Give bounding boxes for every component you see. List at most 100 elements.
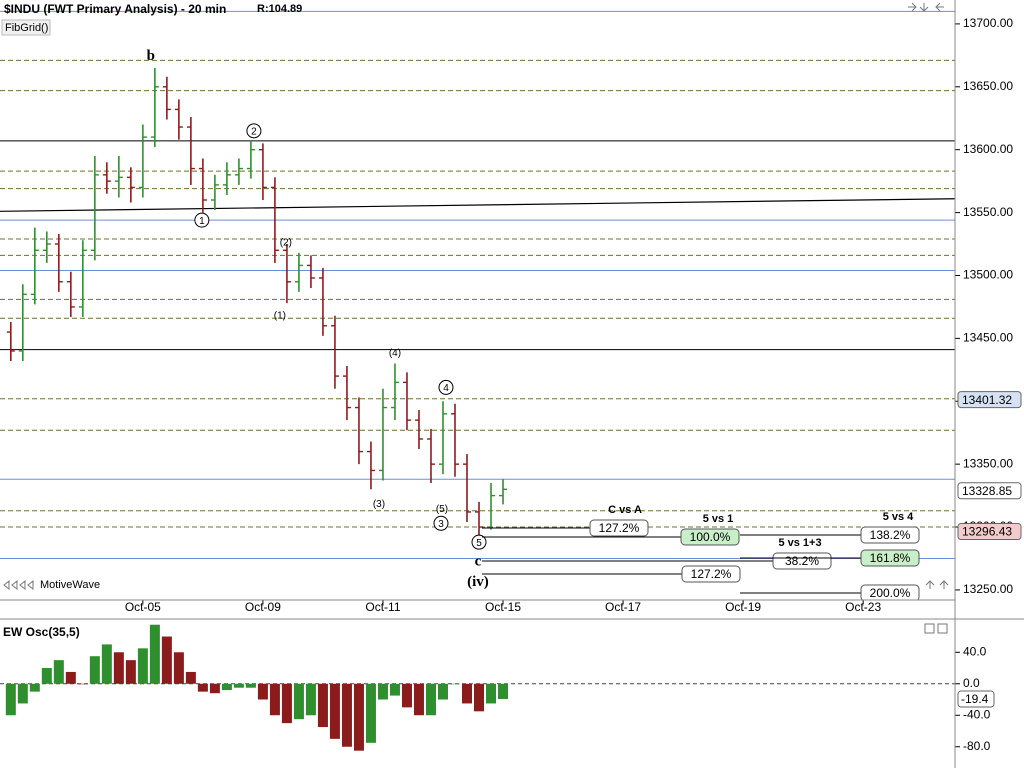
y-tick-label: -40.0 <box>963 707 991 721</box>
panel-button[interactable] <box>937 623 948 634</box>
wave-label: (5) <box>436 504 448 515</box>
osc-bar <box>221 683 232 691</box>
wave-circle <box>438 379 454 395</box>
price-marker-label: 13328.85 <box>962 484 1012 498</box>
y-tick-label: -80.0 <box>963 739 991 753</box>
projection-box <box>772 552 832 570</box>
scroll-icons[interactable] <box>925 580 949 589</box>
x-tick-label: Oct-17 <box>605 600 641 614</box>
osc-marker <box>957 690 995 708</box>
brand-icon <box>3 579 34 591</box>
y-tick-label: 13350.00 <box>963 456 1013 470</box>
wave-label: b <box>147 48 155 64</box>
projection-box <box>680 528 740 546</box>
osc-bar <box>125 660 136 684</box>
chart-title: $INDU (FWT Primary Analysis) - 20 min <box>4 2 226 16</box>
wave-circle <box>194 212 210 228</box>
wave-circle <box>471 534 487 550</box>
osc-bar <box>486 683 497 704</box>
trendline <box>0 198 955 212</box>
y-tick-label: 13250.00 <box>963 582 1013 596</box>
osc-bar <box>17 683 28 704</box>
osc-bar <box>341 683 352 747</box>
osc-bar <box>89 656 100 684</box>
osc-bar <box>269 683 280 716</box>
wave-label: c <box>475 554 482 570</box>
osc-bar <box>401 683 412 708</box>
x-tick-label: Oct-09 <box>245 600 281 614</box>
osc-bar <box>137 648 148 684</box>
y-tick-label: 0.0 <box>963 676 980 690</box>
y-tick-label: 13450.00 <box>963 331 1013 345</box>
osc-bar <box>5 683 16 716</box>
osc-panel <box>0 624 955 751</box>
projection-box <box>860 584 920 600</box>
osc-bar <box>461 683 472 704</box>
wave-label: (4) <box>389 348 401 359</box>
y-tick-label: 40.0 <box>963 644 987 658</box>
y-tick-label: 13600.00 <box>963 142 1013 156</box>
axes: 13250.0013300.0013350.0013400.0013450.00… <box>125 16 1022 753</box>
projection-box <box>860 549 920 567</box>
projection-label: 38.2% <box>785 554 819 568</box>
x-tick-label: Oct-15 <box>485 600 521 614</box>
osc-bar <box>317 683 328 728</box>
panel-button[interactable] <box>924 623 935 634</box>
range-label: R:104.89 <box>257 3 302 15</box>
osc-bar <box>209 683 220 694</box>
projection-box <box>860 526 920 544</box>
price-marker-label: 13401.32 <box>962 393 1012 407</box>
projection-label: 138.2% <box>870 528 911 542</box>
price-marker <box>957 482 1022 500</box>
osc-bar <box>185 671 196 684</box>
osc-bar <box>353 683 364 751</box>
projection-title: 5 vs 1 <box>703 513 734 525</box>
projection-title: C vs A <box>608 504 642 516</box>
wave-circle <box>433 515 449 531</box>
x-tick-label: Oct-19 <box>725 600 761 614</box>
osc-bar <box>245 683 256 688</box>
osc-bar <box>365 683 376 743</box>
price-marker-label: 13296.43 <box>962 525 1012 539</box>
osc-bar <box>449 683 460 685</box>
osc-bar <box>281 683 292 724</box>
osc-bar <box>41 668 52 684</box>
wave-label: 4 <box>443 383 449 394</box>
price-panel: b 2 1 (2) (1) (4) 4 (3) (5) 3 5 c (iv) C vs A 127.2% 5 … <box>0 10 955 600</box>
wave-label: (3) <box>373 499 385 510</box>
osc-bar <box>377 683 388 700</box>
osc-bar <box>474 683 485 712</box>
projection-box <box>589 519 649 537</box>
x-tick-label: Oct-05 <box>125 600 161 614</box>
osc-bar <box>149 624 160 684</box>
osc-bar <box>329 683 340 739</box>
study-label[interactable]: FibGrid() <box>5 22 48 34</box>
osc-bar <box>173 652 184 684</box>
wave-label: 2 <box>251 126 257 137</box>
osc-bar <box>305 683 316 716</box>
osc-bar <box>389 683 400 696</box>
osc-bar <box>161 636 172 684</box>
brand: MotiveWave <box>40 579 100 591</box>
osc-bar <box>498 683 509 700</box>
wave-label: (2) <box>280 237 292 248</box>
x-tick-label: Oct-23 <box>845 600 881 614</box>
osc-bar <box>29 683 40 692</box>
osc-bar <box>53 660 64 684</box>
wave-label: 5 <box>476 538 482 549</box>
osc-bar <box>113 652 124 684</box>
wave-label: 1 <box>199 216 205 227</box>
wave-circle <box>246 123 262 139</box>
projection-box <box>681 565 741 583</box>
osc-bar <box>101 644 112 684</box>
study-box[interactable] <box>1 19 51 36</box>
osc-bar <box>425 683 436 716</box>
y-tick-label: 13700.00 <box>963 16 1013 30</box>
osc-marker-label: -19.4 <box>961 692 989 706</box>
projection-title: 5 vs 1+3 <box>778 537 821 549</box>
osc-bar <box>77 683 88 685</box>
nav-icons[interactable] <box>908 2 944 12</box>
projection-label: 127.2% <box>599 521 640 535</box>
